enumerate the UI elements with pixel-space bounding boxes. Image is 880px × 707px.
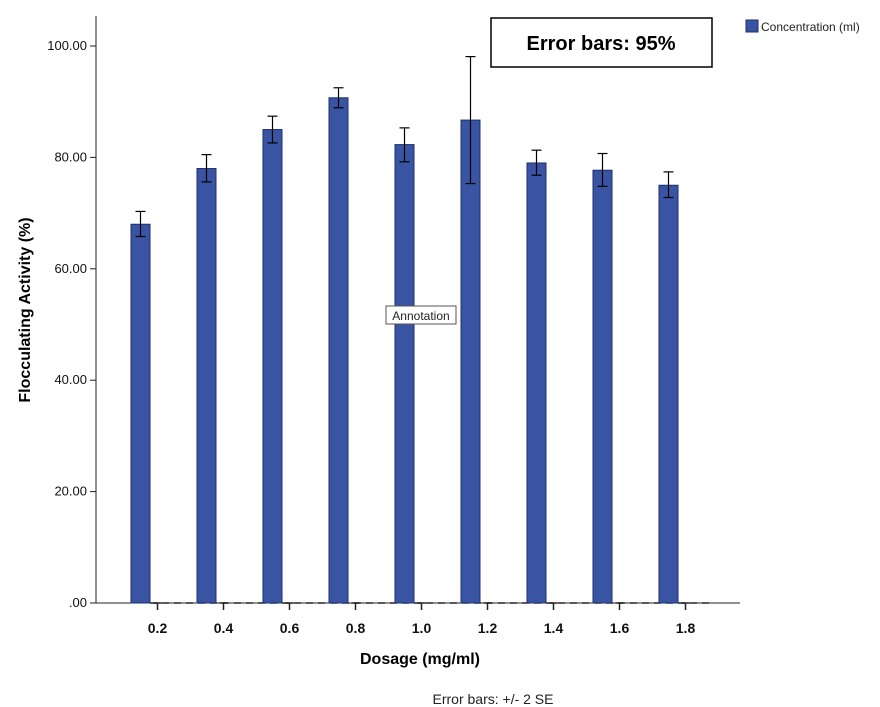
error-bars bbox=[135, 55, 674, 238]
x-ticks: 0.2 0.4 0.6 0.8 1.0 1.2 1.4 1.6 1.8 bbox=[148, 602, 696, 636]
error-bar-0.6 bbox=[267, 115, 278, 144]
error-bar-1.4 bbox=[531, 149, 542, 176]
y-tick-label: .00 bbox=[69, 595, 87, 610]
inline-annotation: Annotation bbox=[385, 305, 457, 325]
bar-0.6 bbox=[262, 129, 283, 604]
y-tick-label: 80.00 bbox=[54, 149, 87, 164]
error-bars-annotation-text: Error bars: 95% bbox=[527, 33, 676, 55]
y-tick-label: 20.00 bbox=[54, 484, 87, 499]
y-axis-title: Flocculating Activity (%) bbox=[17, 217, 34, 402]
legend: Concentration (ml) bbox=[745, 19, 860, 34]
error-bars-annotation-box: Error bars: 95% bbox=[490, 17, 713, 68]
bars bbox=[130, 97, 679, 604]
bar-0.2 bbox=[130, 223, 151, 604]
error-bar-0.2 bbox=[135, 210, 146, 238]
x-tick-label: 0.4 bbox=[214, 620, 234, 636]
x-tick-label: 1.8 bbox=[676, 620, 696, 636]
footnote: Error bars: +/- 2 SE bbox=[433, 691, 554, 707]
x-tick-label: 0.6 bbox=[280, 620, 300, 636]
y-tick-label: 40.00 bbox=[54, 372, 87, 387]
error-bar-0.8 bbox=[333, 87, 344, 109]
y-tick-label: 100.00 bbox=[47, 38, 87, 53]
bar-0.8 bbox=[328, 97, 349, 604]
error-bar-1.6 bbox=[597, 152, 608, 187]
x-tick-label: 1.6 bbox=[610, 620, 630, 636]
legend-label: Concentration (ml) bbox=[761, 20, 860, 34]
bar-1.8 bbox=[658, 184, 679, 604]
bar-1.0 bbox=[394, 144, 415, 604]
error-bar-1.2 bbox=[465, 55, 476, 185]
bar-0.4 bbox=[196, 168, 217, 604]
x-tick-label: 1.2 bbox=[478, 620, 498, 636]
error-bar-1.8 bbox=[663, 171, 674, 199]
bar-1.6 bbox=[592, 169, 613, 604]
x-tick-label: 0.2 bbox=[148, 620, 168, 636]
legend-swatch bbox=[745, 19, 759, 33]
x-tick-label: 1.0 bbox=[412, 620, 432, 636]
bar-1.4 bbox=[526, 162, 547, 604]
y-ticks: .00 20.00 40.00 60.00 80.00 100.00 bbox=[47, 38, 96, 610]
bar-1.2 bbox=[460, 119, 481, 604]
y-tick-label: 60.00 bbox=[54, 261, 87, 276]
x-axis-title: Dosage (mg/ml) bbox=[360, 651, 480, 668]
x-tick-label: 1.4 bbox=[544, 620, 564, 636]
x-tick-label: 0.8 bbox=[346, 620, 366, 636]
error-bar-1.0 bbox=[399, 127, 410, 163]
error-bar-0.4 bbox=[201, 154, 212, 183]
inline-annotation-text: Annotation bbox=[392, 309, 449, 323]
